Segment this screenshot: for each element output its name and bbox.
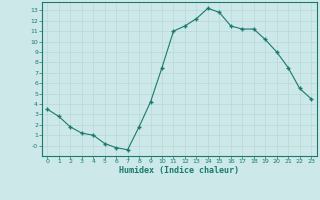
X-axis label: Humidex (Indice chaleur): Humidex (Indice chaleur) [119, 166, 239, 175]
